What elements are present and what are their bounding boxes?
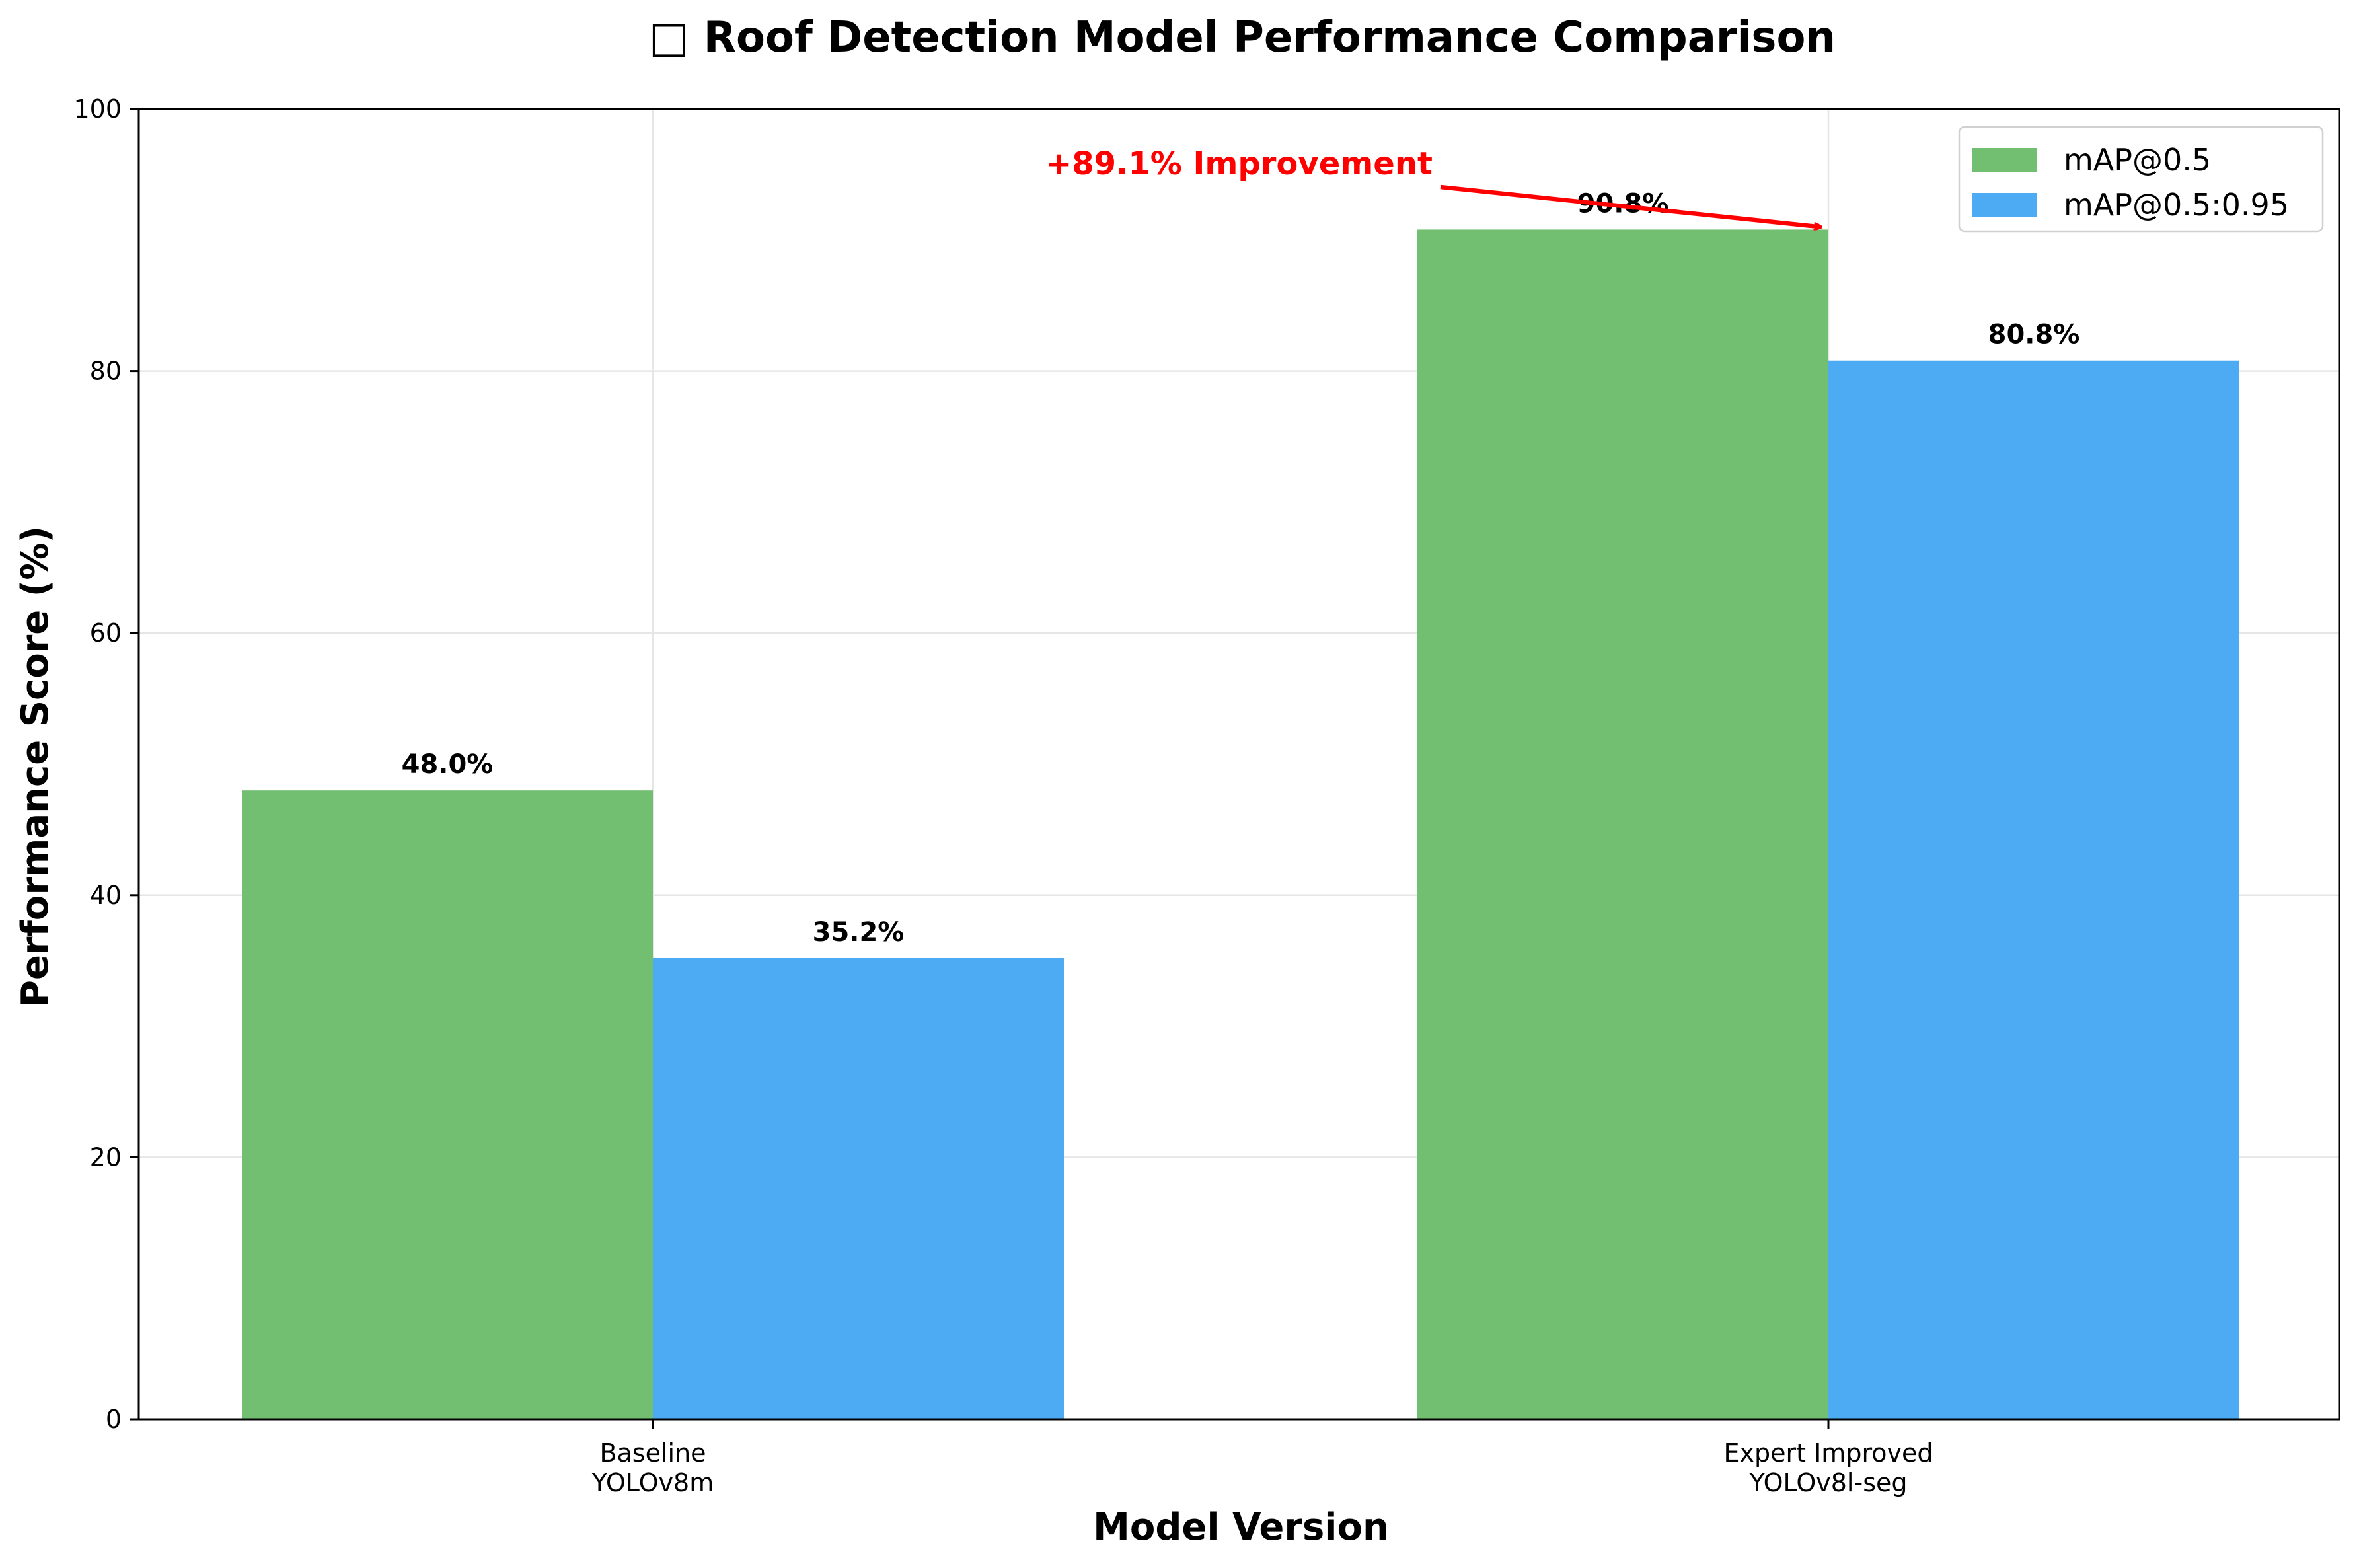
y-tick-label: 40 bbox=[90, 881, 122, 910]
data-label: 48.0% bbox=[402, 749, 494, 780]
plot-border bbox=[137, 108, 2340, 1421]
bar bbox=[242, 790, 653, 1419]
annotation-arrow bbox=[1440, 184, 1820, 227]
legend-label: mAP@0.5:0.95 bbox=[2064, 187, 2289, 223]
improvement-annotation: +89.1% Improvement bbox=[1045, 145, 1820, 227]
x-tick-label: Expert Improved bbox=[1724, 1438, 1933, 1468]
x-tick-label: YOLOv8m bbox=[591, 1468, 714, 1497]
x-tick-label: YOLOv8l-seg bbox=[1748, 1468, 1907, 1497]
bar bbox=[653, 957, 1064, 1419]
chart-title: □ Roof Detection Model Performance Compa… bbox=[649, 13, 1836, 62]
legend: mAP@0.5 mAP@0.5:0.95 bbox=[1958, 126, 2324, 233]
data-labels: 48.0%90.8%35.2%80.8% bbox=[402, 188, 2080, 948]
legend-box bbox=[1958, 126, 2324, 233]
x-tick-label: Baseline bbox=[599, 1438, 706, 1468]
legend-label: mAP@0.5 bbox=[2064, 142, 2211, 178]
x-axis-title: Model Version bbox=[1093, 1506, 1389, 1549]
bars bbox=[242, 229, 2239, 1419]
legend-swatch bbox=[1972, 148, 2037, 172]
y-axis-title: Performance Score (%) bbox=[14, 526, 57, 1007]
annotation-text: +89.1% Improvement bbox=[1045, 145, 1433, 182]
y-tick-label: 80 bbox=[90, 357, 122, 386]
data-label: 80.8% bbox=[1988, 320, 2080, 350]
plot-frame bbox=[137, 108, 2340, 1421]
y-tick-label: 100 bbox=[73, 94, 122, 124]
bar bbox=[1417, 229, 1828, 1419]
y-tick-label: 0 bbox=[106, 1405, 122, 1434]
y-tick-label: 20 bbox=[90, 1142, 122, 1172]
data-label: 35.2% bbox=[813, 917, 905, 948]
legend-swatch bbox=[1972, 193, 2037, 217]
y-tick-label: 60 bbox=[90, 618, 122, 648]
bar bbox=[1828, 360, 2239, 1419]
